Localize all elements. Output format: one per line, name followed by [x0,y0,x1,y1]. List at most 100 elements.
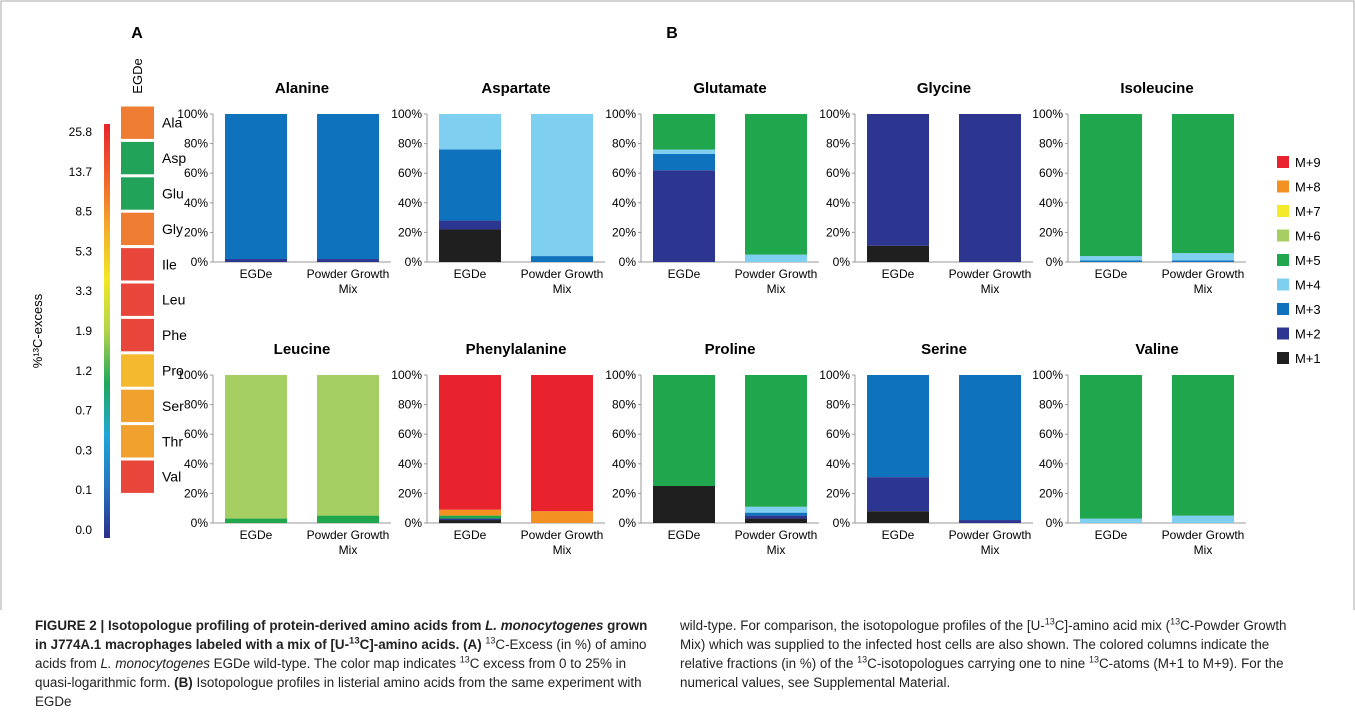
chart-title: Valine [1135,341,1178,358]
y-tick-label: 40% [612,457,636,471]
y-tick-label: 20% [398,225,422,239]
caption-title: FIGURE 2 | Isotopologue profiling of pro… [35,618,486,633]
legend-label: M+8 [1295,180,1321,195]
y-tick-label: 80% [1039,137,1063,151]
x-tick-label: Powder Growth [521,528,604,542]
colormap-tick-label: 3.3 [75,284,92,298]
y-tick-label: 0% [619,516,637,530]
colormap-tick-label: 13.7 [69,165,93,179]
chart-phenylalanine: Phenylalanine 0% 20% 40% 60% 80% 100% EGDe Powde… [391,341,605,557]
y-tick-label: 20% [1039,225,1063,239]
x-tick-label: Powder Growth [521,267,604,281]
y-tick-label: 20% [826,486,850,500]
x-tick-label: EGDe [1095,267,1128,281]
caption-panel-b: (B) [174,675,193,690]
y-tick-label: 80% [398,137,422,151]
colormap-tick-label: 25.8 [69,125,93,139]
y-tick-label: 0% [619,255,637,269]
bar-segment-mplus4 [745,506,807,513]
chart-title: Leucine [274,341,331,358]
caption-species: L. monocytogenes [485,618,604,633]
bar-segment-mplus4 [653,149,715,154]
isotopologue-legend: M+9 M+8 M+7 M+6 M+5 M+4 M+3 M+2 M+1 [1277,155,1321,366]
colormap-tick-label: 1.2 [75,364,92,378]
colormap-tick-label: 0.0 [75,523,92,537]
x-tick-label: EGDe [240,267,273,281]
colormap-tick-label: 0.3 [75,443,92,457]
y-tick-label: 20% [184,486,208,500]
y-tick-label: 40% [826,457,850,471]
chart-isoleucine: Isoleucine 0% 20% 40% 60% 80% 100% EGDe Powder G… [1032,80,1246,296]
colormap-tick-label: 0.1 [75,483,92,497]
bar-segment-mplus2 [317,259,379,262]
y-tick-label: 80% [1039,398,1063,412]
bar-segment-mplus5 [439,515,501,519]
caption-sup-5: 13 [857,654,868,665]
bar-segment-mplus3 [653,153,715,171]
bar-segment-mplus9 [531,375,593,512]
bar-segment-mplus5 [745,114,807,255]
heatmap-row-label: Asp [162,150,186,166]
legend-label: M+4 [1295,278,1321,293]
y-tick-label: 60% [1039,427,1063,441]
isotopologue-charts: Alanine 0% 20% 40% 60% 80% 100% EGDe Powder Grow… [177,80,1246,557]
chart-glycine: Glycine 0% 20% 40% 60% 80% 100% EGDe Powder Grow… [819,80,1033,296]
chart-proline: Proline 0% 20% 40% 60% 80% 100% EGDe Powder Grow… [605,341,819,557]
bar-segment-mplus5 [1080,114,1142,257]
y-tick-label: 20% [184,225,208,239]
colormap-tick-label: 1.9 [75,324,92,338]
y-tick-label: 100% [605,368,636,382]
legend-swatch [1277,254,1289,266]
x-tick-label: Mix [339,282,358,296]
bar-segment-mplus8 [439,509,501,516]
bar-segment-mplus4 [1172,515,1234,523]
heatmap-cell [121,212,154,246]
legend-swatch [1277,180,1289,193]
y-tick-label: 60% [398,166,422,180]
bar-segment-mplus3 [1172,260,1234,262]
bar-segment-mplus4 [1080,518,1142,523]
x-tick-label: EGDe [1095,528,1128,542]
bar-segment-mplus3 [745,512,807,516]
bar-segment-mplus1 [867,245,929,262]
x-tick-label: Powder Growth [307,267,390,281]
y-tick-label: 40% [612,196,636,210]
chart-title: Glutamate [693,80,766,97]
y-tick-label: 100% [819,107,850,121]
bar-segment-mplus5 [317,515,379,523]
chart-title: Alanine [275,80,329,97]
y-tick-label: 0% [1046,516,1064,530]
x-tick-label: EGDe [882,528,915,542]
heatmap-cell [121,354,154,387]
chart-title: Isoleucine [1120,80,1193,97]
caption-b-text-2: C]-amino acid mix ( [1054,618,1171,633]
heatmap-row-label: Val [162,469,181,485]
y-tick-label: 60% [1039,166,1063,180]
x-tick-label: Mix [553,543,572,557]
y-tick-label: 80% [612,137,636,151]
legend-swatch [1277,156,1289,168]
colormap-tick-label: 0.7 [75,404,92,418]
heatmap-cell [121,425,154,458]
y-tick-label: 40% [184,457,208,471]
caption-b-text-5: C-atoms (M+1 to M+9). For the numerical … [680,656,1284,690]
legend-label: M+2 [1295,327,1321,342]
caption-b-text-3: C-Powder Growth Mix) which was supplied … [680,618,1287,671]
panel-label-b: B [666,25,678,42]
legend-swatch [1277,205,1289,217]
colormap-tick-label: 8.5 [75,205,92,219]
bar-segment-mplus2 [867,477,929,512]
y-tick-label: 100% [177,368,208,382]
y-tick-label: 20% [398,486,422,500]
heatmap-cell [121,460,154,493]
chart-title: Aspartate [481,80,550,97]
x-tick-label: Mix [767,543,786,557]
y-tick-label: 0% [833,255,851,269]
x-tick-label: Powder Growth [1162,267,1245,281]
bar-segment-mplus6 [317,375,379,516]
bar-segment-mplus5 [1080,375,1142,519]
bar-segment-mplus1 [653,486,715,523]
y-tick-label: 60% [826,427,850,441]
y-tick-label: 40% [398,457,422,471]
heatmap-cell [121,248,154,281]
